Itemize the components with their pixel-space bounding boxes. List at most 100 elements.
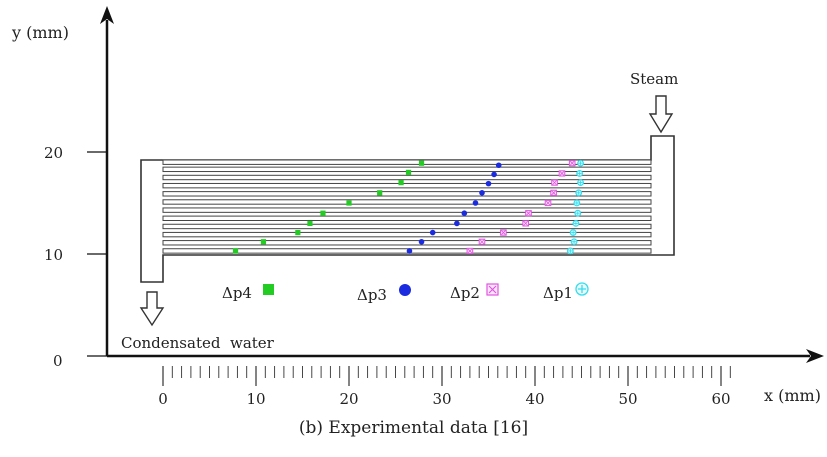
condenser-tube-10 [162,174,652,181]
data-point-dp3 [418,238,425,245]
figure-caption: (b) Experimental data [16] [298,418,529,438]
legend-marker-dp3 [399,284,411,296]
data-point-dp1 [569,229,577,236]
data-point-dp2 [558,170,566,177]
data-point-dp1 [577,179,584,187]
data-point-dp2 [544,199,552,207]
condenser-body [140,135,675,283]
y-tick-label-10: 10 [44,246,63,264]
data-point-dp4 [320,210,326,216]
data-point-cross [523,221,528,226]
data-point-dp1 [576,170,584,177]
data-point-cross [479,239,485,245]
data-point-dp2 [550,189,557,196]
x-ruler [162,366,731,386]
data-point-dp2 [500,229,507,236]
data-point-dp3 [429,229,436,236]
data-point-cross [545,200,551,206]
data-point-dp4 [405,169,412,175]
y-tick-labels: 0 10 20 [44,144,63,370]
data-point-plus [572,239,577,244]
data-point-plus [578,161,583,166]
data-point-dp4 [232,248,239,254]
legend-entry-dp2: Δp2 [450,283,499,302]
data-point-dp2 [551,179,558,186]
condenser-tube-2 [162,240,652,246]
condenser-tube-12 [162,159,652,165]
data-point-plus [575,211,580,216]
axes [87,6,824,386]
data-point-dp3 [406,248,413,254]
condenser-tube-3 [162,231,652,238]
x-tick-label-20: 20 [339,390,358,408]
condenser-diagram: y (mm) x (mm) 0 10 20 0 10 20 30 40 50 6… [11,6,824,408]
data-point-dp3 [491,171,497,178]
condenser-tube-7 [162,199,652,205]
x-tick-label-60: 60 [711,390,730,408]
condenser-tube-4 [162,223,652,230]
x-tick-label-0: 0 [158,390,168,408]
data-point-dp2 [522,220,530,227]
data-point-plus [577,171,582,176]
data-point-dp2 [478,238,486,245]
y-tick-marks [87,151,107,357]
steam-label: Steam [630,70,678,88]
data-point-dp4 [398,180,404,186]
legend: Δp4 Δp3 Δp2 Δp1 [222,282,589,304]
y-tick-label-20: 20 [44,144,63,162]
data-point-dp1 [573,199,581,207]
data-point-dp3 [472,200,479,206]
data-point-dp3 [479,190,485,196]
data-point-cross [526,210,531,216]
data-point-dp4 [377,190,383,196]
data-point-dp1 [575,189,583,197]
data-point-dp2 [568,160,576,167]
y-axis-label: y (mm) [11,23,69,42]
data-point-cross [501,230,506,235]
data-point-cross [569,160,575,166]
condensate-outlet: Condensated water [121,291,275,352]
data-point-dp3 [495,162,502,169]
data-points [232,159,584,255]
data-point-dp4 [307,220,313,226]
data-point-cross [559,171,565,176]
data-point-dp1 [574,209,582,217]
condenser-tube-5 [162,215,652,222]
condensate-arrow-icon [139,291,165,327]
legend-label-dp1: Δp1 [543,284,573,302]
legend-marker-dp1-plus [578,285,586,293]
legend-entry-dp4: Δp4 [222,284,274,302]
x-tick-labels: 0 10 20 30 40 50 60 [158,390,730,408]
x-tick-label-10: 10 [246,390,265,408]
condenser-tube-8 [162,191,652,197]
legend-marker-dp2-cross [488,285,497,294]
data-point-dp2 [525,210,532,217]
data-point-dp4 [295,229,301,236]
data-point-cross [552,180,557,185]
condenser-tube-9 [162,182,652,189]
data-point-cross [467,248,473,254]
legend-label-dp4: Δp4 [222,284,252,302]
legend-label-dp3: Δp3 [357,286,387,304]
x-tick-label-30: 30 [432,390,451,408]
legend-marker-dp4 [263,284,274,295]
y-axis-arrow [100,6,114,24]
data-point-dp2 [466,247,474,255]
legend-label-dp2: Δp2 [450,284,480,302]
data-point-plus [573,221,578,226]
data-point-dp1 [577,159,584,167]
legend-entry-dp3: Δp3 [357,284,411,304]
steam-arrow-icon [648,95,674,134]
data-point-dp3 [461,210,468,216]
data-point-dp1 [566,247,574,255]
x-axis-label: x (mm) [764,386,821,405]
data-point-cross [551,190,556,196]
data-point-dp4 [418,160,425,166]
data-point-dp3 [454,220,460,227]
data-point-dp3 [485,180,492,187]
x-tick-label-40: 40 [525,390,544,408]
data-point-plus [571,230,576,235]
legend-entry-dp1: Δp1 [543,282,589,302]
data-point-dp1 [570,238,578,246]
x-tick-label-50: 50 [618,390,637,408]
